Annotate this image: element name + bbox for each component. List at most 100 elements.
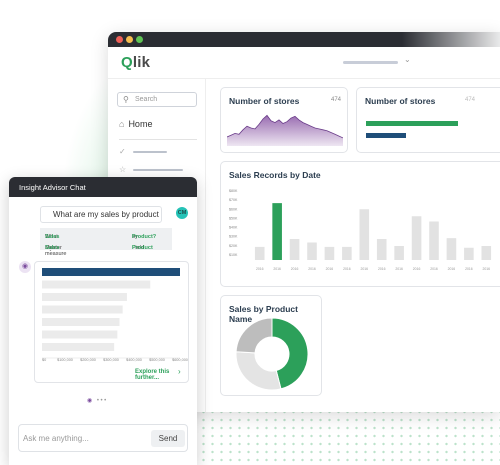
date-bar — [254, 246, 265, 260]
stores-bar — [366, 133, 406, 138]
date-bar — [394, 246, 404, 260]
suggestion-row[interactable]: Master measure Sales Field Product — [40, 239, 172, 257]
answer-bar — [42, 318, 120, 326]
answer-bar — [42, 280, 151, 289]
card-title: Number of stores — [229, 96, 300, 106]
y-tick-label: $30K — [229, 235, 238, 239]
search-icon: ⚲ — [123, 95, 129, 104]
donut-slice — [235, 351, 282, 391]
date-bar — [307, 242, 317, 260]
stores-bar-chart — [366, 121, 458, 138]
chat-header: Insight Advisor Chat — [9, 177, 197, 197]
date-bar — [411, 216, 422, 260]
stores-bar — [366, 121, 458, 126]
answer-bar — [42, 305, 123, 314]
donut-slice — [235, 317, 273, 354]
donut-slice — [271, 317, 309, 390]
date-bar — [359, 209, 370, 260]
x-tick-label: 2016 — [273, 267, 281, 271]
chevron-right-icon[interactable]: › — [178, 367, 181, 376]
card-count: 474 — [465, 97, 476, 103]
chat-answer-chart: $0 $100,000 $200,000 $300,000 $400,000 $500,0… — [42, 268, 188, 362]
check-circle-icon: ✓ — [119, 147, 126, 156]
maximize-window-button[interactable] — [136, 36, 143, 43]
date-bar — [324, 246, 335, 260]
x-tick-label: 2016 — [326, 267, 334, 271]
sidebar-item-favorites[interactable]: ☆ — [119, 165, 199, 175]
y-tick-label: $60K — [229, 207, 238, 211]
home-icon: ⌂ — [119, 119, 125, 129]
card-title: Sales Records by Date — [229, 170, 321, 180]
y-tick-label: $80K — [229, 189, 238, 193]
x-tick-label: 2016 — [291, 267, 299, 271]
x-tick-label: 2016 — [361, 267, 369, 271]
chat-input[interactable] — [23, 431, 143, 446]
x-tick-label: 2016 — [395, 267, 403, 271]
area-series — [227, 115, 343, 146]
chart-card-sales-by-product[interactable]: Sales by Product Name — [220, 295, 322, 396]
sidebar-item-collection[interactable]: ✓ — [119, 147, 199, 157]
suggestion-term: Product — [132, 245, 153, 251]
date-bar — [272, 203, 282, 260]
qlik-logo[interactable]: Qlik — [121, 54, 151, 71]
answer-bar — [42, 293, 127, 301]
date-bar — [464, 247, 474, 260]
insight-advisor-chat: Insight Advisor Chat What are my sales b… — [9, 177, 197, 465]
suggestion-row[interactable]: What are my Sales by Product? — [40, 228, 172, 252]
sales-by-date-chart: $80K $70K $60K $50K $40K $30K $20K $10K 2016 2016… — [229, 189, 492, 271]
search-placeholder: Search — [135, 96, 158, 103]
app-selector[interactable] — [343, 61, 398, 64]
sales-by-product-donut — [235, 317, 309, 391]
chevron-down-icon[interactable]: ⌄ — [404, 55, 411, 64]
x-tick-label: 2016 — [465, 267, 473, 271]
chart-card-sales-by-date[interactable]: Sales Records by Date $80K $70K $60K $50K $4… — [220, 161, 500, 287]
answer-bar — [42, 343, 115, 351]
sidebar-item-placeholder — [133, 169, 183, 171]
x-tick-label: $0 — [42, 358, 46, 362]
date-bar — [446, 238, 457, 260]
card-count: 474 — [331, 97, 342, 103]
x-tick-label: 2016 — [448, 267, 456, 271]
x-tick-label: $200,000 — [80, 358, 96, 362]
kpi-card-stores-bars[interactable]: Number of stores 474 — [356, 87, 500, 153]
date-bar — [429, 221, 439, 260]
y-tick-label: $50K — [229, 216, 238, 220]
app-topbar: Qlik ⌄ — [108, 47, 500, 79]
minimize-window-button[interactable] — [126, 36, 133, 43]
x-tick-label: $100,000 — [57, 358, 73, 362]
typing-indicator: ◉ ••• — [87, 398, 108, 404]
x-tick-label: 2016 — [483, 267, 491, 271]
send-button[interactable]: Send — [151, 430, 185, 447]
x-tick-label: 2016 — [343, 267, 351, 271]
card-title: Number of stores — [365, 96, 436, 106]
x-tick-label: 2016 — [430, 267, 438, 271]
date-bar — [342, 246, 352, 260]
sidebar-search-input[interactable]: ⚲ Search — [117, 92, 197, 107]
suggestion-term: Sales — [45, 234, 60, 240]
date-bar — [376, 239, 387, 260]
explore-further-link[interactable]: Explore this further... — [135, 369, 170, 381]
x-tick-label: $600,000 — [172, 358, 188, 362]
date-bar — [481, 246, 492, 260]
y-tick-label: $70K — [229, 198, 238, 202]
sidebar-item-label: Home — [128, 119, 153, 129]
card-title: Sales by Product Name — [229, 304, 298, 324]
x-tick-label: $400,000 — [126, 358, 142, 362]
close-window-button[interactable] — [116, 36, 123, 43]
x-tick-label: 2016 — [308, 267, 316, 271]
x-tick-label: 2016 — [378, 267, 386, 271]
suggestion-term: Product? — [132, 234, 157, 240]
y-tick-label: $20K — [229, 244, 238, 248]
x-tick-label: $500,000 — [149, 358, 165, 362]
sidebar-item-placeholder — [133, 151, 167, 153]
suggestion-term: Sales — [45, 245, 60, 251]
suggestion-text: by — [132, 234, 138, 240]
x-tick-label: 2016 — [413, 267, 421, 271]
x-tick-label: 2016 — [256, 267, 264, 271]
area-series-line — [227, 114, 343, 139]
user-avatar: CM — [176, 207, 188, 219]
answer-bar — [42, 330, 118, 339]
kpi-card-stores-area[interactable]: Number of stores 474 — [220, 87, 348, 153]
x-tick-label: $300,000 — [103, 358, 119, 362]
sidebar-item-home[interactable]: ⌂ Home — [119, 119, 152, 129]
